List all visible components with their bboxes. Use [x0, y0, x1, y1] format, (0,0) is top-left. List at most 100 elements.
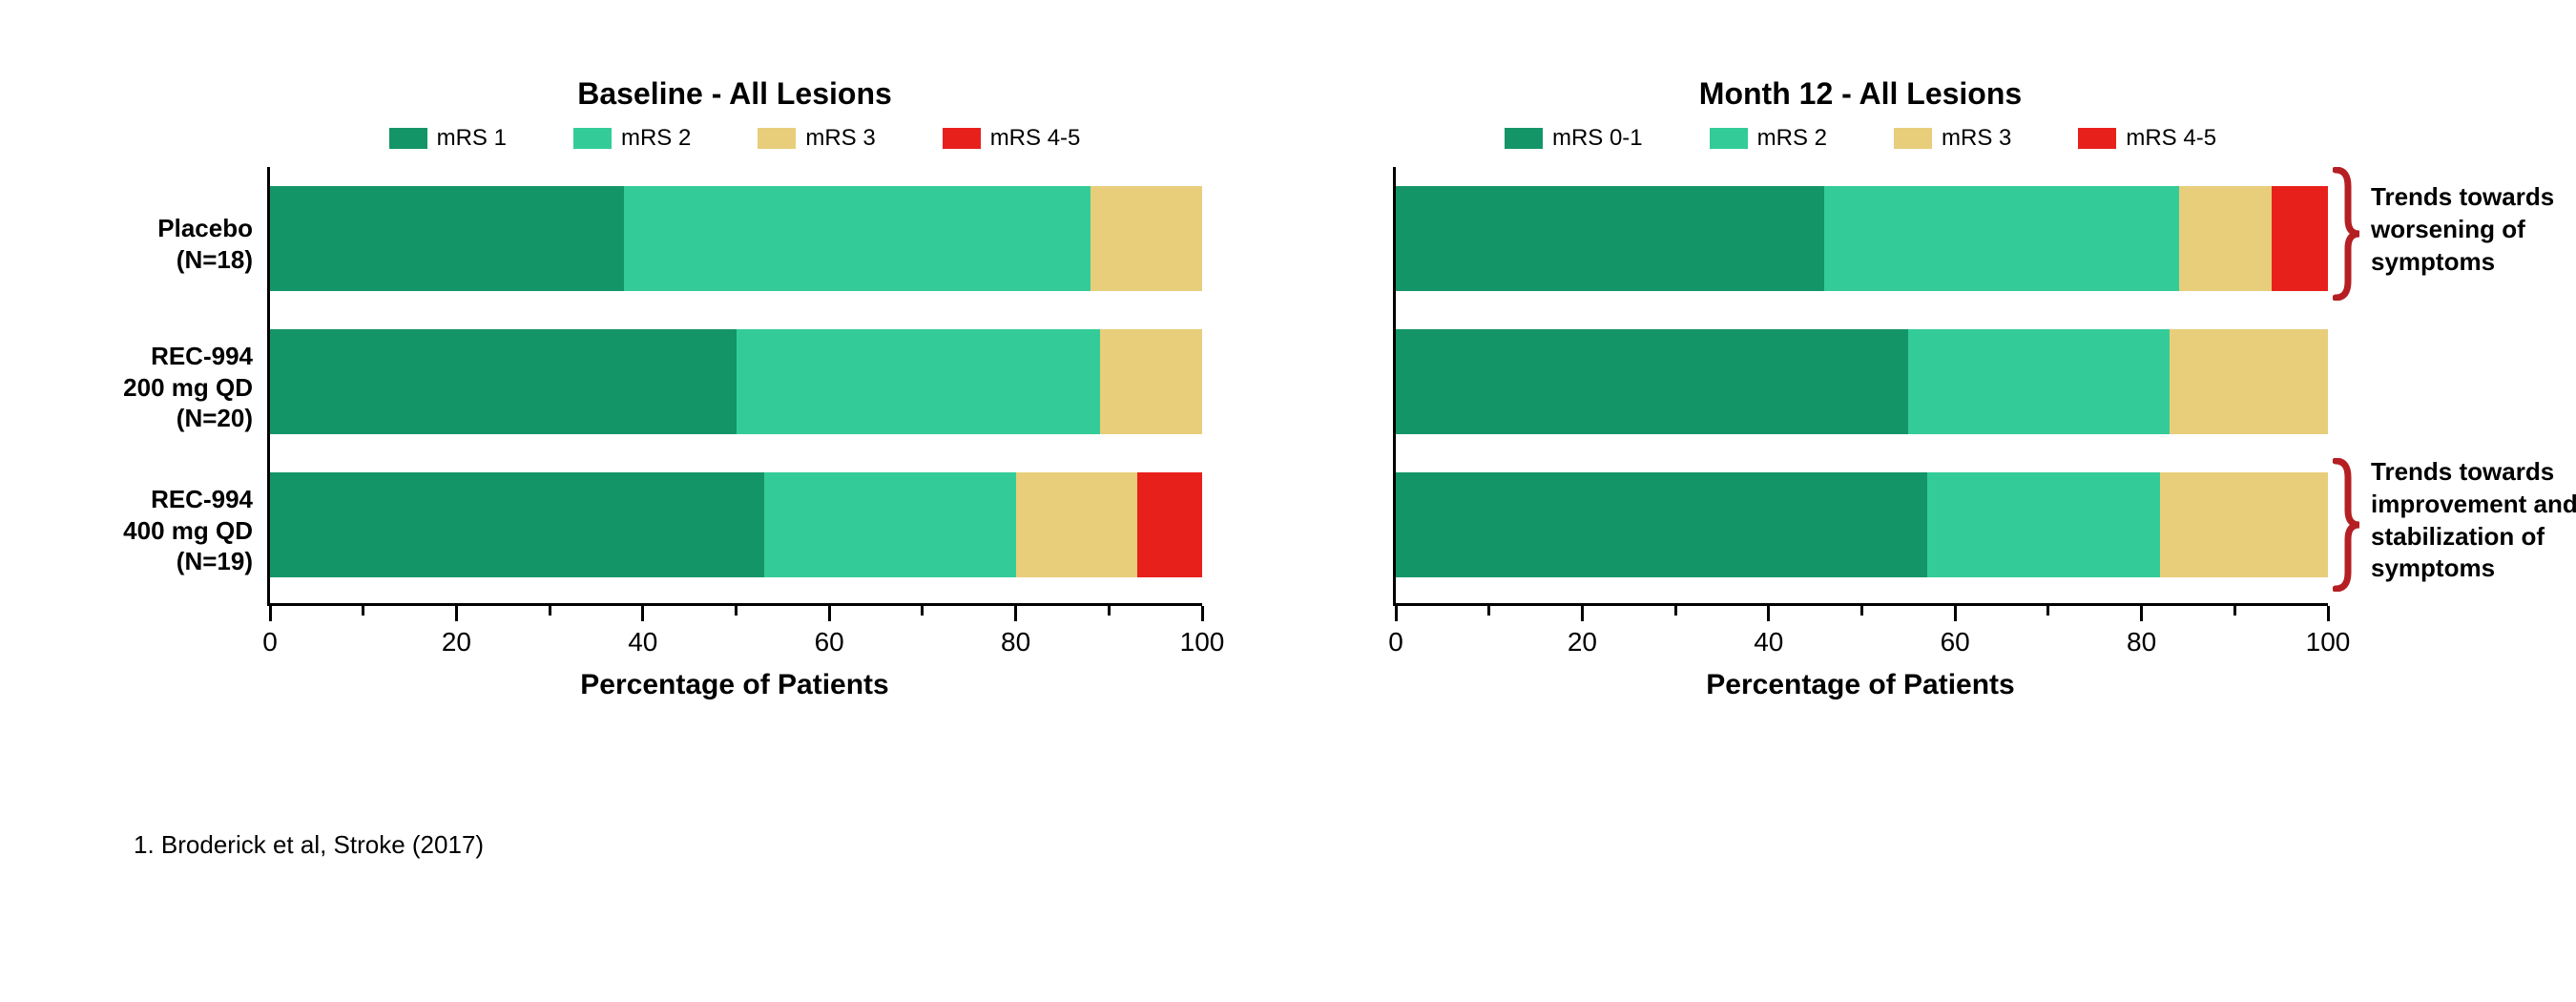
figure-root: Baseline - All Lesions mRS 1 mRS 2 mRS 3…: [0, 0, 2576, 1002]
x-tick-label: 0: [1388, 627, 1403, 658]
legend-swatch: [573, 128, 612, 149]
x-tick-label: 100: [1180, 627, 1225, 658]
legend-label: mRS 4-5: [2126, 125, 2216, 152]
x-tick-label: 0: [262, 627, 278, 658]
x-tick: [2140, 606, 2143, 621]
bar-segment: [2170, 329, 2328, 434]
x-tick: [1014, 606, 1017, 621]
plot-area-right: 020406080100: [1393, 167, 2328, 606]
bar-segment: [624, 186, 1091, 291]
y-category-label: Placebo(N=18): [95, 213, 253, 275]
panel-baseline: Baseline - All Lesions mRS 1 mRS 2 mRS 3…: [267, 119, 1202, 711]
bar-segment: [1137, 472, 1202, 577]
x-tick-minor: [1674, 606, 1677, 616]
legend-label: mRS 2: [621, 125, 691, 152]
bar-segment: [1908, 329, 2170, 434]
panel-month12: Month 12 - All Lesions mRS 0-1 mRS 2 mRS…: [1393, 119, 2328, 711]
x-tick-label: 80: [2127, 627, 2156, 658]
x-tick-minor: [1860, 606, 1863, 616]
x-axis-label-left: Percentage of Patients: [267, 669, 1202, 701]
x-tick-label: 60: [1941, 627, 1970, 658]
bar-segment: [1824, 186, 2178, 291]
legend-item: mRS 2: [1710, 125, 1827, 152]
bar-row: [1396, 329, 2328, 434]
bar-segment: [1396, 329, 1908, 434]
bracket-top: [2333, 167, 2361, 301]
bar-segment: [1100, 329, 1202, 434]
y-category-label: REC-994400 mg QD(N=19): [95, 484, 253, 577]
legend-swatch: [1505, 128, 1543, 149]
legend-item: mRS 4-5: [2078, 125, 2216, 152]
bar-row: [1396, 186, 2328, 291]
bar-segment: [1396, 186, 1824, 291]
plot-area-left: 020406080100: [267, 167, 1202, 606]
legend-label: mRS 0-1: [1552, 125, 1643, 152]
bar-segment: [2272, 186, 2328, 291]
x-tick-minor: [735, 606, 737, 616]
bar-segment: [1091, 186, 1202, 291]
legend-item: mRS 2: [573, 125, 691, 152]
x-tick: [269, 606, 272, 621]
legend-swatch: [1894, 128, 1932, 149]
x-tick-label: 40: [628, 627, 657, 658]
annotation-improvement: Trends towards improvement and/or stabil…: [2371, 456, 2576, 585]
x-tick-minor: [362, 606, 364, 616]
legend-label: mRS 3: [1942, 125, 2011, 152]
x-tick: [1767, 606, 1770, 621]
x-tick-label: 100: [2306, 627, 2351, 658]
legend-label: mRS 1: [437, 125, 507, 152]
legend-item: mRS 1: [389, 125, 507, 152]
bar-row: [1396, 472, 2328, 577]
legend-swatch: [389, 128, 427, 149]
panel-title-left: Baseline - All Lesions: [267, 76, 1202, 112]
x-tick-label: 80: [1001, 627, 1030, 658]
bar-segment: [270, 186, 624, 291]
legend-item: mRS 3: [758, 125, 875, 152]
legend-item: mRS 4-5: [943, 125, 1081, 152]
bracket-bottom: [2333, 458, 2361, 592]
bar-segment: [270, 472, 764, 577]
annotation-worsening: Trends towards worsening of symptoms: [2371, 181, 2576, 278]
x-tick: [2327, 606, 2330, 621]
bar-row: [270, 472, 1202, 577]
panel-title-right: Month 12 - All Lesions: [1393, 76, 2328, 112]
legend-swatch: [1710, 128, 1748, 149]
legend-swatch: [943, 128, 981, 149]
legend-label: mRS 2: [1757, 125, 1827, 152]
legend-item: mRS 0-1: [1505, 125, 1643, 152]
legend-right: mRS 0-1 mRS 2 mRS 3 mRS 4-5: [1393, 119, 2328, 157]
y-category-label: REC-994200 mg QD(N=20): [95, 341, 253, 434]
x-tick: [1201, 606, 1204, 621]
legend-left: mRS 1 mRS 2 mRS 3 mRS 4-5: [267, 119, 1202, 157]
x-tick-label: 40: [1754, 627, 1783, 658]
legend-label: mRS 3: [805, 125, 875, 152]
bar-segment: [1016, 472, 1137, 577]
x-tick-minor: [2046, 606, 2049, 616]
x-tick-minor: [549, 606, 551, 616]
bar-row: [270, 186, 1202, 291]
x-tick-label: 20: [1568, 627, 1597, 658]
legend-label: mRS 4-5: [990, 125, 1081, 152]
footnote-citation: 1. Broderick et al, Stroke (2017): [134, 830, 484, 860]
bar-segment: [764, 472, 1016, 577]
legend-item: mRS 3: [1894, 125, 2011, 152]
x-tick-minor: [1487, 606, 1490, 616]
x-tick: [1954, 606, 1957, 621]
bar-segment: [2160, 472, 2328, 577]
x-tick: [455, 606, 458, 621]
x-tick-minor: [921, 606, 924, 616]
legend-swatch: [758, 128, 796, 149]
x-tick: [641, 606, 644, 621]
x-tick-label: 60: [815, 627, 844, 658]
x-tick-minor: [1108, 606, 1111, 616]
bar-segment: [270, 329, 737, 434]
x-tick: [1581, 606, 1584, 621]
x-tick-label: 20: [442, 627, 471, 658]
bar-segment: [2179, 186, 2273, 291]
x-axis-label-right: Percentage of Patients: [1393, 669, 2328, 701]
bar-segment: [1396, 472, 1927, 577]
x-tick: [828, 606, 831, 621]
bar-segment: [737, 329, 1100, 434]
legend-swatch: [2078, 128, 2116, 149]
x-tick: [1395, 606, 1398, 621]
